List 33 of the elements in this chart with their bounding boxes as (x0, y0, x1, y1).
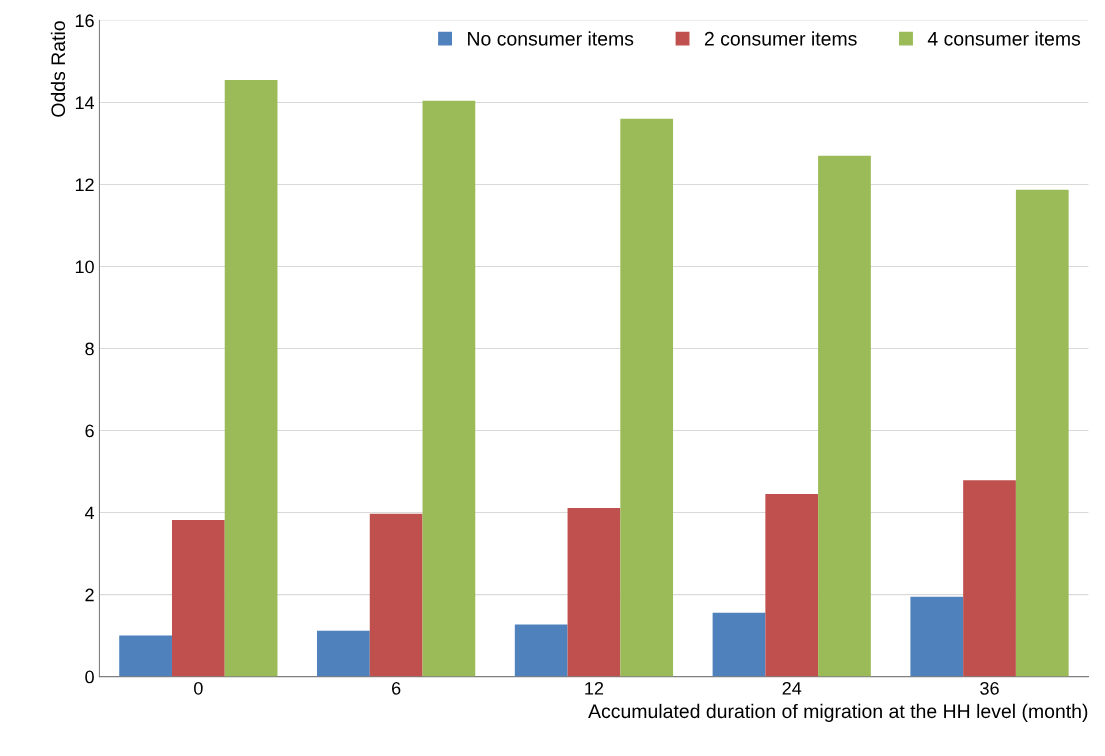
x-tick-label: 6 (392, 681, 401, 695)
legend-label: No consumer items (468, 31, 634, 46)
bar (224, 79, 278, 677)
bar (171, 519, 225, 677)
y-tick-label: 16 (75, 14, 94, 28)
y-axis-title: Odds Ratio (50, 21, 66, 117)
y-tick-label: 10 (75, 260, 94, 274)
x-tick-label: 36 (980, 681, 999, 695)
bar (712, 612, 766, 677)
y-tick-label: 4 (84, 506, 95, 520)
bar (1015, 189, 1069, 677)
bar (818, 155, 871, 677)
bar (369, 513, 423, 677)
x-tick-label: 12 (585, 681, 604, 695)
bar (765, 494, 819, 677)
y-tick-label: 12 (75, 178, 94, 192)
y-tick-label: 0 (85, 670, 94, 684)
x-tick-label: 24 (782, 681, 802, 695)
bar (317, 630, 370, 677)
x-tick-label: 0 (194, 681, 203, 695)
bar (567, 508, 621, 677)
bar (620, 118, 674, 677)
y-tick-label: 2 (85, 588, 94, 602)
y-tick-label: 8 (85, 342, 94, 356)
legend-label: 2 consumer items (704, 31, 857, 46)
y-tick-label: 6 (85, 424, 94, 438)
y-tick-label: 14 (75, 96, 95, 109)
bar (963, 480, 1016, 677)
bar (119, 635, 172, 677)
x-axis-title: Accumulated duration of migration at the HH level (month) (588, 703, 1088, 722)
bar (422, 100, 476, 677)
legend-label: 4 consumer items (927, 31, 1081, 46)
bar (514, 624, 568, 677)
